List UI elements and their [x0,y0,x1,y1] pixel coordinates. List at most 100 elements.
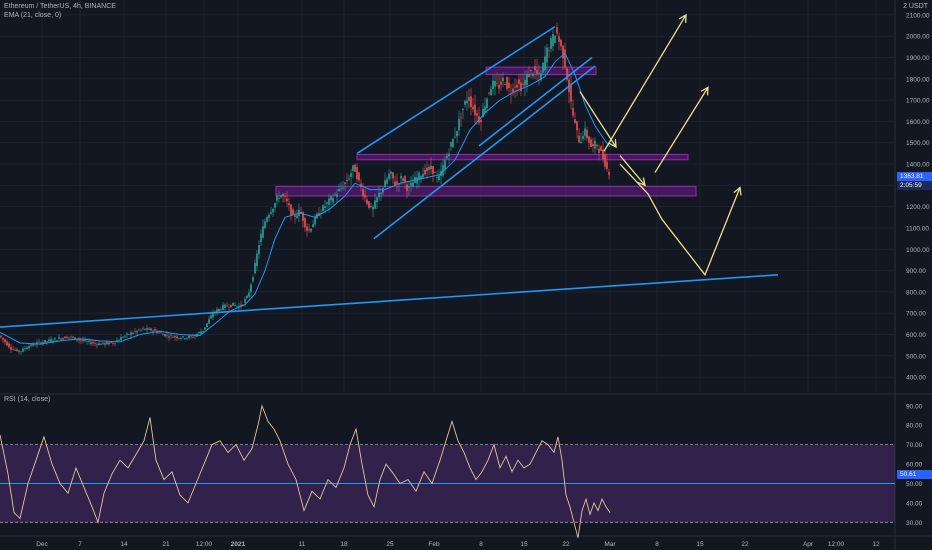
candle [368,201,370,208]
candle [496,83,498,84]
candle [312,224,314,228]
candle [208,319,210,324]
price-tick-label: 1000.00 [906,247,930,254]
time-tick-label: 18 [340,541,348,548]
candle [480,119,482,123]
arrow-drop-1-head [608,138,617,149]
projection-arrows [579,13,742,277]
candle [346,179,348,181]
price-tick-label: 500.00 [906,353,926,360]
candle [206,323,208,328]
candle [22,348,24,352]
countdown-tag: 2:05:59 [897,181,932,190]
candle [342,187,344,189]
candle [106,342,108,345]
candle [372,207,374,210]
candle [82,339,84,341]
candle [88,340,90,342]
time-tick-label: 22 [741,541,749,548]
time-tick-label: 8 [655,541,659,548]
candle [160,332,162,334]
candle [356,167,358,180]
candle [14,349,16,351]
candle [284,195,286,197]
candle [202,330,204,332]
candle [430,165,432,170]
candle [586,130,588,138]
candle [606,161,608,169]
time-tick-label: 15 [520,541,528,548]
candle [86,341,88,342]
candle [562,45,564,59]
candle [444,160,446,170]
candle [352,165,354,171]
candle [104,343,106,345]
price-tick-label: 1400.00 [906,162,930,169]
candle [148,328,150,330]
candle [26,347,28,350]
rsi-tick-label: 70.00 [906,442,923,449]
arrow-bounce-1-head [678,13,687,23]
candle [158,332,160,334]
candle [522,83,524,85]
candle [402,178,404,181]
candle [256,253,258,267]
candle [146,328,148,330]
candle [216,309,218,314]
candle [44,340,46,343]
candle [138,329,140,331]
candle [182,336,184,338]
candle [170,334,172,336]
candle [226,305,228,307]
candle [6,341,8,346]
candle [516,84,518,88]
candle [70,336,72,338]
candle [116,340,118,342]
candle [296,215,298,218]
candle [366,199,368,204]
candle [456,130,458,137]
candle [188,336,190,338]
candle [458,118,460,131]
candle [224,304,226,308]
candle [60,338,62,340]
candle [492,80,494,89]
candle [190,335,192,337]
candle [12,349,14,351]
candle [62,338,64,340]
rsi-tick-label: 40.00 [906,500,923,507]
candle [584,128,586,136]
candle [246,295,248,299]
candle [234,305,236,306]
candle [114,343,116,344]
candle [454,136,456,138]
candle [374,200,376,209]
candle [236,305,238,307]
arrow-bounce-2-head [700,86,709,96]
candle [64,336,66,339]
rsi-legend[interactable]: RSI (14, close) [4,396,51,403]
candle [486,98,488,108]
channel-lower-b [478,56,593,147]
rsi-panel [0,404,895,538]
candle [392,172,394,179]
candle [34,344,36,346]
candle [280,195,282,198]
candle [118,340,120,341]
ema-legend[interactable]: EMA (21, close, 0) [4,12,62,19]
candle [292,209,294,215]
candle [438,175,440,181]
candle [80,339,82,341]
candle [376,197,378,203]
candle [550,38,552,49]
candle [166,334,168,336]
candle [332,198,334,203]
channel-upper [356,25,556,155]
candle [164,334,166,337]
symbol-legend[interactable]: Ethereum / TetherUS, 4h, BINANCE [4,3,116,10]
candle [204,327,206,330]
time-tick-label: Feb [428,541,440,548]
candle [416,177,418,184]
candle [556,27,558,34]
